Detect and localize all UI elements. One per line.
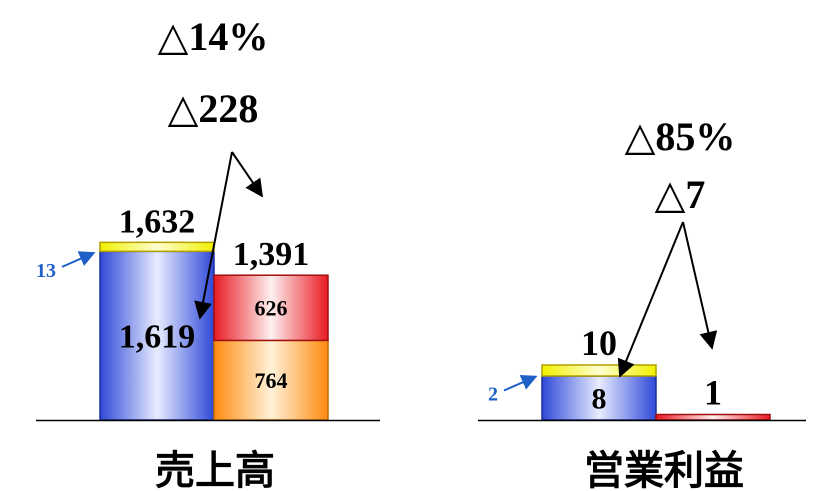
change-arrow-after <box>231 151 264 198</box>
bar-total-label: 1 <box>704 373 722 413</box>
bar-segment-yellow <box>99 241 215 253</box>
change-amount-label: △7 <box>655 172 706 217</box>
change-arrow-after <box>682 221 718 350</box>
category-label: 売上高 <box>155 448 275 491</box>
bar-total-label: 1,391 <box>233 236 310 273</box>
change-amount-label: △228 <box>168 86 259 131</box>
bar-segment-yellow <box>541 364 657 377</box>
segment-value-label: 1,619 <box>119 319 196 356</box>
change-arrow-before <box>194 151 233 320</box>
note-arrow <box>503 374 538 392</box>
bar-segment-orange <box>213 339 329 421</box>
segment-value-label: 8 <box>592 383 607 416</box>
bar-total-label: 1,632 <box>119 203 196 240</box>
note-value-label: 13 <box>36 260 56 282</box>
bar-segment-red <box>213 274 329 342</box>
bar-segment-red <box>655 413 771 421</box>
change-percent-label: △85% <box>625 114 736 159</box>
arrows-layer <box>61 151 718 392</box>
segment-value-label: 626 <box>255 296 288 321</box>
bar-total-label: 10 <box>581 323 617 363</box>
change-arrow-before <box>617 221 684 378</box>
labels-layer: 1,619 13 1,632 764 626 1,391 売上高 △14% △228 8 2 10 1 営… <box>36 14 744 491</box>
bar-segment-blue <box>541 375 657 421</box>
bars-layer <box>99 241 771 421</box>
segment-value-label: 764 <box>255 368 288 393</box>
bar-segment-blue <box>99 250 215 421</box>
note-arrow <box>61 251 96 268</box>
note-value-label: 2 <box>488 384 498 406</box>
category-label: 営業利益 <box>584 448 744 491</box>
change-percent-label: △14% <box>158 14 269 59</box>
